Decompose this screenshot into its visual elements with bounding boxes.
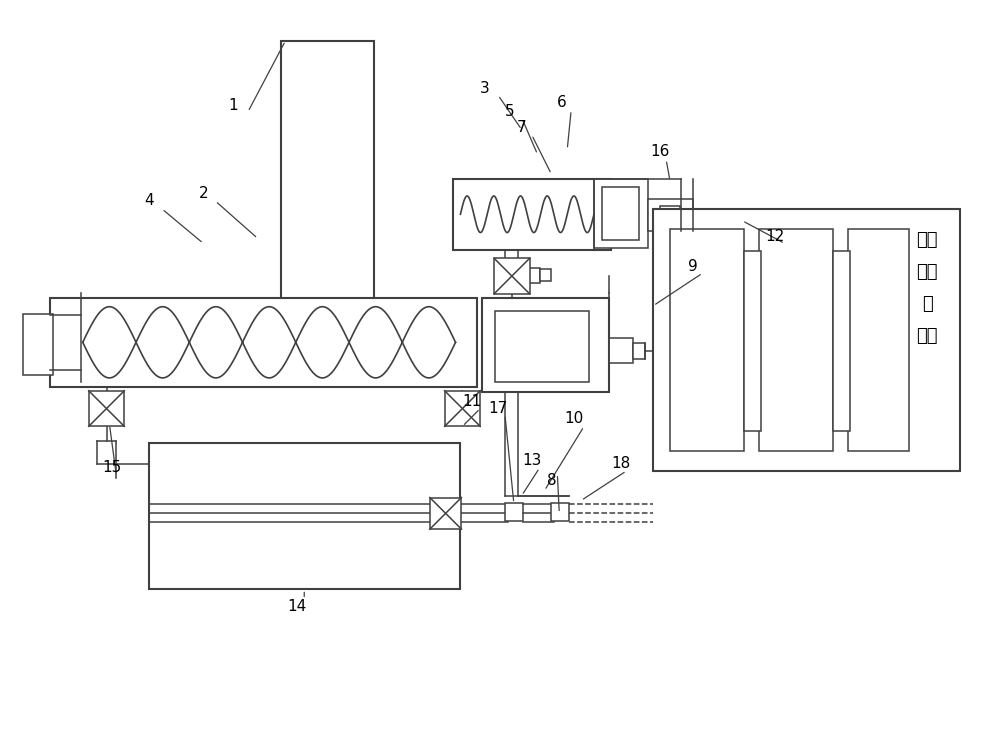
- Text: 6: 6: [556, 94, 566, 110]
- Text: 多级
衰变
池
系统: 多级 衰变 池 系统: [916, 231, 938, 345]
- Bar: [551, 503, 569, 521]
- Bar: [445, 391, 480, 426]
- Text: 8: 8: [547, 473, 556, 488]
- Text: 18: 18: [611, 456, 630, 472]
- Bar: [602, 187, 639, 240]
- Text: 15: 15: [103, 461, 122, 475]
- Bar: [670, 228, 744, 451]
- Bar: [848, 228, 909, 451]
- Text: 9: 9: [688, 259, 698, 273]
- Bar: [453, 179, 611, 251]
- Text: 13: 13: [522, 453, 541, 469]
- Text: 11: 11: [463, 394, 482, 409]
- Bar: [522, 268, 540, 283]
- Bar: [660, 206, 680, 223]
- Bar: [281, 41, 374, 362]
- Bar: [609, 338, 633, 363]
- Bar: [495, 311, 589, 382]
- Bar: [23, 314, 53, 375]
- Bar: [633, 343, 645, 359]
- Bar: [430, 497, 461, 529]
- Bar: [50, 298, 477, 387]
- Text: 5: 5: [505, 105, 515, 119]
- Text: 2: 2: [199, 186, 208, 201]
- Bar: [540, 269, 551, 281]
- Text: 17: 17: [488, 401, 508, 416]
- Bar: [744, 251, 761, 431]
- Text: 4: 4: [144, 193, 154, 209]
- Text: 1: 1: [228, 97, 238, 113]
- Text: 12: 12: [765, 229, 784, 244]
- Bar: [833, 251, 850, 431]
- Bar: [759, 228, 833, 451]
- Text: 7: 7: [517, 120, 527, 136]
- Bar: [594, 179, 648, 248]
- Text: 16: 16: [650, 144, 670, 159]
- Text: 10: 10: [565, 411, 584, 426]
- Bar: [494, 258, 530, 294]
- Bar: [653, 209, 960, 471]
- Bar: [149, 443, 460, 590]
- Text: 3: 3: [480, 81, 490, 96]
- Text: 14: 14: [288, 598, 307, 614]
- Bar: [89, 391, 124, 426]
- Bar: [505, 503, 523, 521]
- Bar: [648, 199, 693, 231]
- Bar: [482, 298, 609, 392]
